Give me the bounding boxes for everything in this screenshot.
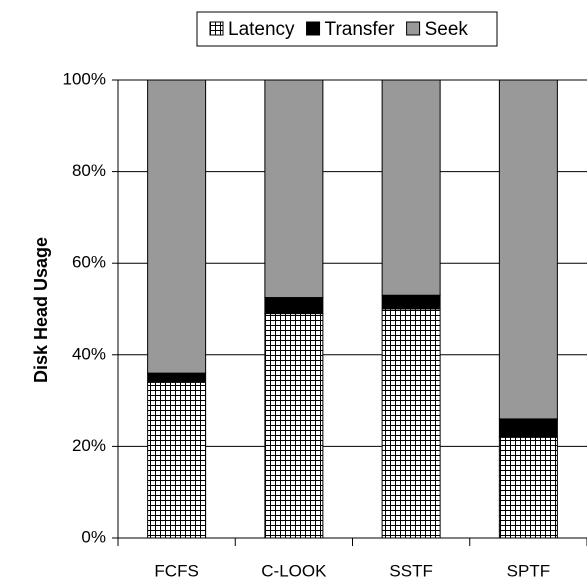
bar-segment: [498, 418, 558, 438]
y-tick-label: 80%: [72, 161, 106, 180]
bar-segment: [147, 381, 207, 539]
bar-segment: [264, 79, 324, 299]
bar-segment: [147, 79, 207, 374]
bar-segment: [498, 436, 558, 539]
y-tick-label: 0%: [81, 527, 106, 546]
legend-swatch: [406, 21, 421, 36]
y-tick-label: 100%: [63, 69, 106, 88]
bar-segment: [381, 294, 441, 310]
y-tick-label: 60%: [72, 253, 106, 272]
x-tick-label: SSTF: [389, 561, 432, 580]
x-tick-label: C-LOOK: [261, 561, 327, 580]
legend-swatch: [306, 21, 321, 36]
bar-segment: [498, 79, 558, 420]
legend-label: Latency: [228, 19, 295, 40]
bar-segment: [264, 297, 324, 315]
legend: [196, 11, 498, 47]
y-axis-label: Disk Head Usage: [31, 237, 51, 383]
y-tick-label: 40%: [72, 344, 106, 363]
legend-label: Seek: [425, 19, 469, 40]
legend-label: Transfer: [325, 19, 396, 40]
legend-swatch: [209, 21, 224, 36]
bar-segment: [147, 372, 207, 383]
x-tick-label: FCFS: [154, 561, 198, 580]
bar-segment: [381, 79, 441, 296]
y-tick-label: 20%: [72, 436, 106, 455]
bar-segment: [381, 308, 441, 539]
x-tick-label: SPTF: [507, 561, 550, 580]
bar-segment: [264, 313, 324, 539]
